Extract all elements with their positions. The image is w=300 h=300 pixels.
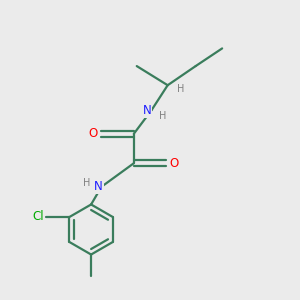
Text: O: O — [170, 157, 179, 170]
Text: Cl: Cl — [32, 211, 44, 224]
Text: N: N — [143, 104, 152, 117]
Text: H: H — [159, 111, 166, 121]
Text: N: N — [94, 180, 103, 193]
Text: O: O — [88, 127, 98, 140]
Text: H: H — [83, 178, 90, 188]
Text: H: H — [177, 84, 184, 94]
